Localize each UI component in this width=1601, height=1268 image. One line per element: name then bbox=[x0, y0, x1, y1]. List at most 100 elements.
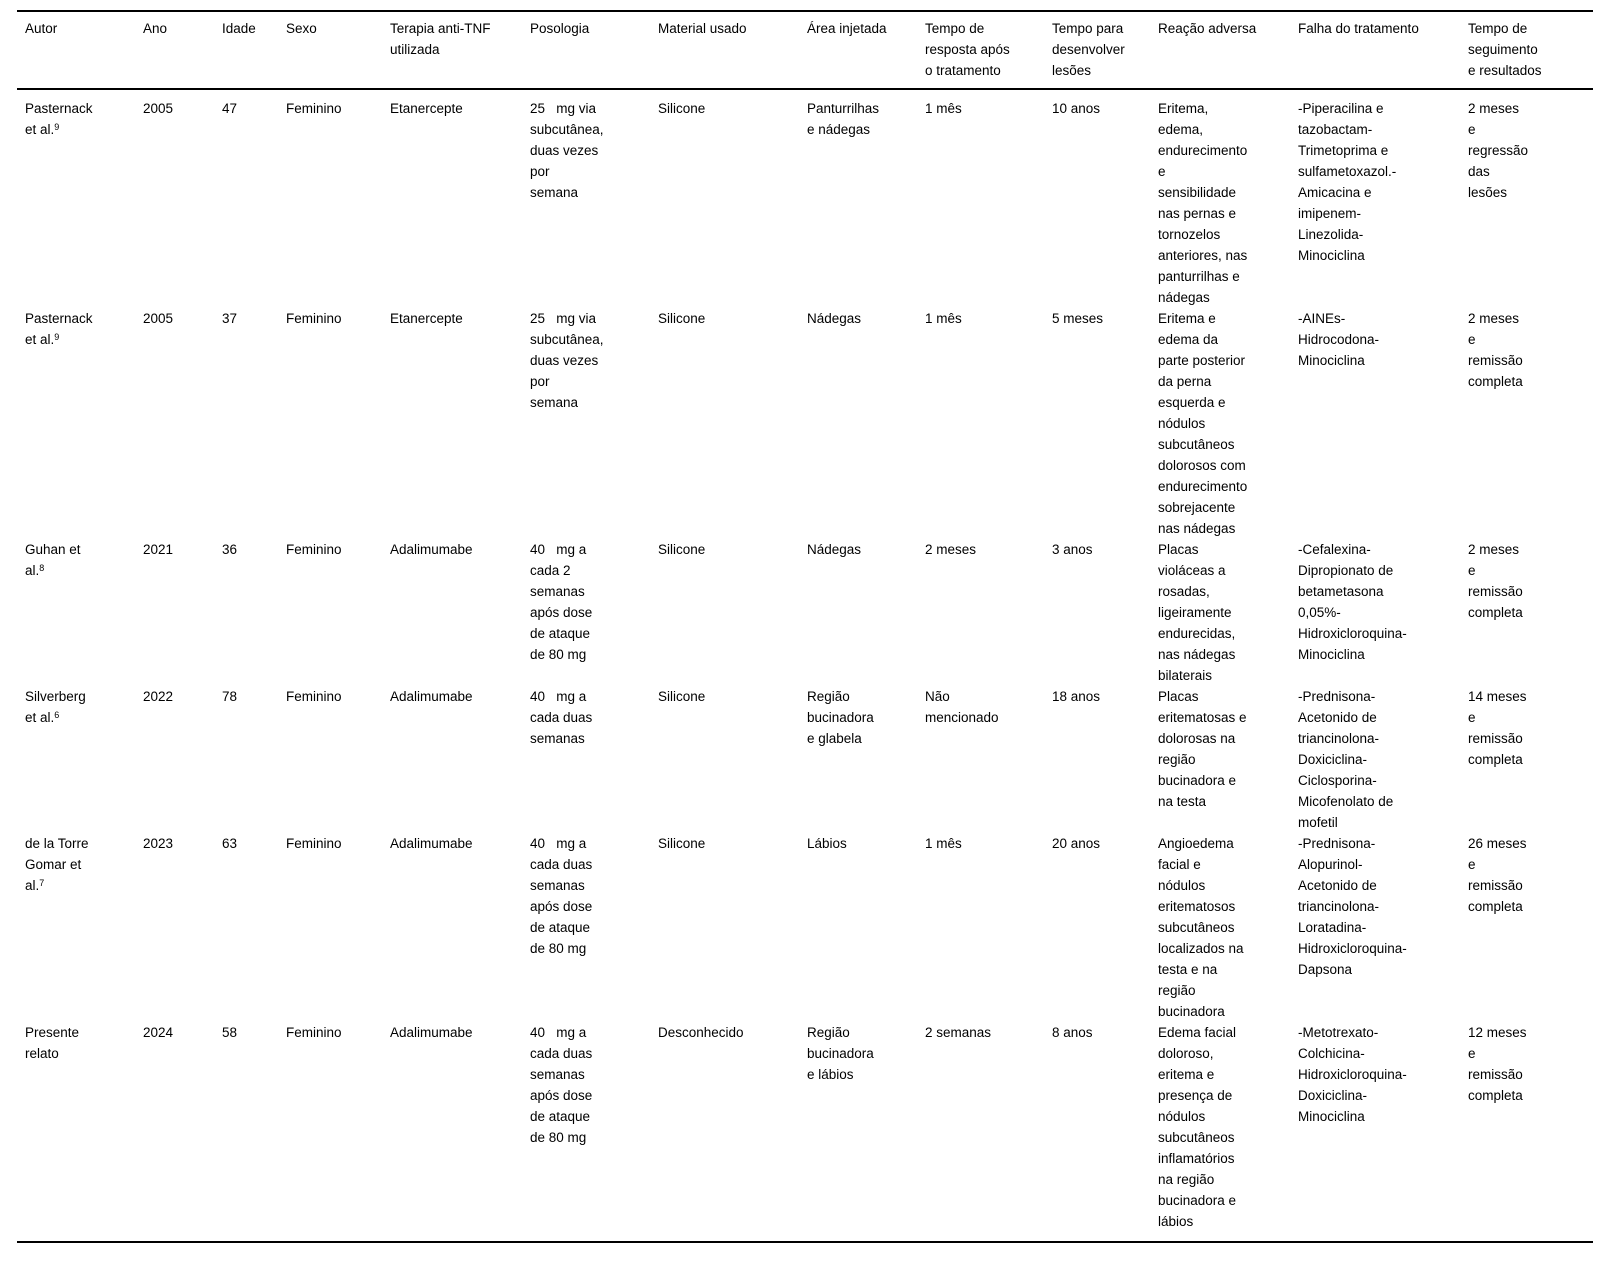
cell-autor: Guhan et al.8 bbox=[17, 539, 135, 686]
cell-posologia: 40 mg a cada 2 semanas após dose de ataq… bbox=[530, 542, 593, 662]
cell-reacao-adversa: Placas violáceas a rosadas, ligeiramente… bbox=[1158, 542, 1236, 683]
cell-sexo: Feminino bbox=[286, 836, 342, 851]
table-row-guhan: Guhan et al.8 2021 36 Feminino Adalimuma… bbox=[17, 539, 1593, 686]
cell-terapia: Etanercepte bbox=[390, 311, 463, 326]
cell-terapia: Adalimumabe bbox=[390, 542, 473, 557]
cell-autor: Presente relato bbox=[17, 1022, 135, 1242]
cell-terapia: Etanercepte bbox=[390, 101, 463, 116]
cell-material: Silicone bbox=[658, 311, 706, 326]
cell-tempo-lesoes: 3 anos bbox=[1052, 542, 1093, 557]
cell-terapia: Adalimumabe bbox=[390, 836, 473, 851]
column-header-autor: Autor bbox=[17, 11, 135, 90]
cell-ano: 2021 bbox=[143, 542, 174, 557]
column-header-ano: Ano bbox=[135, 11, 214, 90]
cell-tempo-seguimento: 14 meses e remissão completa bbox=[1468, 689, 1527, 767]
cell-sexo: Feminino bbox=[286, 1025, 342, 1040]
cell-material: Silicone bbox=[658, 689, 706, 704]
cell-tempo-seguimento: 2 meses e remissão completa bbox=[1468, 542, 1523, 620]
cell-autor: Pasternack et al.9 bbox=[17, 89, 135, 308]
table-body: Pasternack et al.9 2005 47 Feminino Etan… bbox=[17, 89, 1593, 1242]
cell-reacao-adversa: Eritema e edema da parte posterior da pe… bbox=[1158, 311, 1248, 536]
author-name: Presente relato bbox=[25, 1025, 80, 1061]
cell-ano: 2024 bbox=[143, 1025, 174, 1040]
cell-falha-tratamento: -AINEs- Hidrocodona- Minociclina bbox=[1298, 311, 1380, 368]
cell-sexo: Feminino bbox=[286, 311, 342, 326]
cell-area-injetada: Nádegas bbox=[807, 542, 862, 557]
column-header-sexo: Sexo bbox=[278, 11, 382, 90]
reference-superscript: 9 bbox=[54, 331, 60, 342]
table-row-silverberg: Silverberg et al.6 2022 78 Feminino Adal… bbox=[17, 686, 1593, 833]
column-header-tempo-resposta: Tempo de resposta após o tratamento bbox=[917, 11, 1044, 90]
cell-falha-tratamento: -Metotrexato- Colchicina- Hidroxicloroqu… bbox=[1298, 1025, 1407, 1124]
cell-reacao-adversa: Placas eritematosas e dolorosas na regiã… bbox=[1158, 689, 1247, 809]
column-header-material: Material usado bbox=[650, 11, 799, 90]
cell-material: Silicone bbox=[658, 836, 706, 851]
cell-autor: Silverberg et al.6 bbox=[17, 686, 135, 833]
reference-superscript: 6 bbox=[54, 709, 60, 720]
cell-sexo: Feminino bbox=[286, 101, 342, 116]
cell-tempo-resposta: 2 semanas bbox=[925, 1025, 992, 1040]
cell-sexo: Feminino bbox=[286, 542, 342, 557]
table-row-delatorre: de la Torre Gomar et al.7 2023 63 Femini… bbox=[17, 833, 1593, 1022]
cell-idade: 58 bbox=[222, 1025, 238, 1040]
cell-tempo-seguimento: 2 meses e remissão completa bbox=[1468, 311, 1523, 389]
column-header-terapia: Terapia anti-TNF utilizada bbox=[382, 11, 522, 90]
cell-tempo-resposta: 1 mês bbox=[925, 101, 962, 116]
cell-area-injetada: Região bucinadora e lábios bbox=[807, 1025, 874, 1082]
cell-posologia: 25 mg via subcutânea, duas vezes por sem… bbox=[530, 311, 604, 410]
cell-ano: 2005 bbox=[143, 311, 174, 326]
cell-falha-tratamento: -Cefalexina- Dipropionato de betametason… bbox=[1298, 542, 1407, 662]
author-name: Pasternack et al. bbox=[25, 311, 93, 347]
author-name: de la Torre Gomar et al. bbox=[25, 836, 89, 893]
cell-tempo-resposta: 1 mês bbox=[925, 311, 962, 326]
cell-tempo-resposta: Não mencionado bbox=[925, 689, 999, 725]
cell-autor: de la Torre Gomar et al.7 bbox=[17, 833, 135, 1022]
column-header-tempo-seguimento: Tempo de seguimento e resultados bbox=[1460, 11, 1593, 90]
cell-tempo-lesoes: 18 anos bbox=[1052, 689, 1101, 704]
cell-area-injetada: Nádegas bbox=[807, 311, 862, 326]
cell-terapia: Adalimumabe bbox=[390, 1025, 473, 1040]
cell-posologia: 25 mg via subcutânea, duas vezes por sem… bbox=[530, 101, 604, 200]
header-row: Autor Ano Idade Sexo Terapia anti-TNF ut… bbox=[17, 11, 1593, 90]
cell-reacao-adversa: Eritema, edema, endurecimento e sensibil… bbox=[1158, 101, 1248, 305]
cell-idade: 47 bbox=[222, 101, 238, 116]
cell-tempo-lesoes: 10 anos bbox=[1052, 101, 1101, 116]
column-header-posologia: Posologia bbox=[522, 11, 650, 90]
reference-superscript: 7 bbox=[39, 877, 45, 888]
reference-superscript: 8 bbox=[39, 562, 45, 573]
table-row-pasternack-37: Pasternack et al.9 2005 37 Feminino Etan… bbox=[17, 308, 1593, 539]
column-header-area-injetada: Área injetada bbox=[799, 11, 917, 90]
cell-terapia: Adalimumabe bbox=[390, 689, 473, 704]
cell-ano: 2005 bbox=[143, 101, 174, 116]
column-header-reacao-adversa: Reação adversa bbox=[1150, 11, 1290, 90]
cell-sexo: Feminino bbox=[286, 689, 342, 704]
cell-tempo-lesoes: 8 anos bbox=[1052, 1025, 1093, 1040]
cell-falha-tratamento: -Piperacilina e tazobactam- Trimetoprima… bbox=[1298, 101, 1397, 263]
cell-material: Desconhecido bbox=[658, 1025, 744, 1040]
cell-idade: 63 bbox=[222, 836, 238, 851]
cell-falha-tratamento: -Prednisona- Alopurinol- Acetonido de tr… bbox=[1298, 836, 1407, 977]
cell-tempo-seguimento: 26 meses e remissão completa bbox=[1468, 836, 1527, 914]
cell-autor: Pasternack et al.9 bbox=[17, 308, 135, 539]
cell-tempo-resposta: 1 mês bbox=[925, 836, 962, 851]
cell-posologia: 40 mg a cada duas semanas bbox=[530, 689, 593, 746]
author-name: Silverberg et al. bbox=[25, 689, 86, 725]
column-header-falha-tratamento: Falha do tratamento bbox=[1290, 11, 1460, 90]
cell-idade: 78 bbox=[222, 689, 238, 704]
cell-area-injetada: Lábios bbox=[807, 836, 847, 851]
cell-idade: 37 bbox=[222, 311, 238, 326]
cell-area-injetada: Panturrilhas e nádegas bbox=[807, 101, 880, 137]
cell-reacao-adversa: Edema facial doloroso, eritema e presenç… bbox=[1158, 1025, 1237, 1229]
table-row-pasternack-47: Pasternack et al.9 2005 47 Feminino Etan… bbox=[17, 89, 1593, 308]
cell-posologia: 40 mg a cada duas semanas após dose de a… bbox=[530, 836, 593, 956]
cell-area-injetada: Região bucinadora e glabela bbox=[807, 689, 874, 746]
cell-tempo-lesoes: 5 meses bbox=[1052, 311, 1104, 326]
cell-material: Silicone bbox=[658, 542, 706, 557]
cell-tempo-resposta: 2 meses bbox=[925, 542, 977, 557]
cell-falha-tratamento: -Prednisona- Acetonido de triancinolona-… bbox=[1298, 689, 1394, 830]
cell-idade: 36 bbox=[222, 542, 238, 557]
cell-ano: 2022 bbox=[143, 689, 174, 704]
cell-tempo-lesoes: 20 anos bbox=[1052, 836, 1101, 851]
reference-superscript: 9 bbox=[54, 121, 60, 132]
author-name: Guhan et al. bbox=[25, 542, 81, 578]
